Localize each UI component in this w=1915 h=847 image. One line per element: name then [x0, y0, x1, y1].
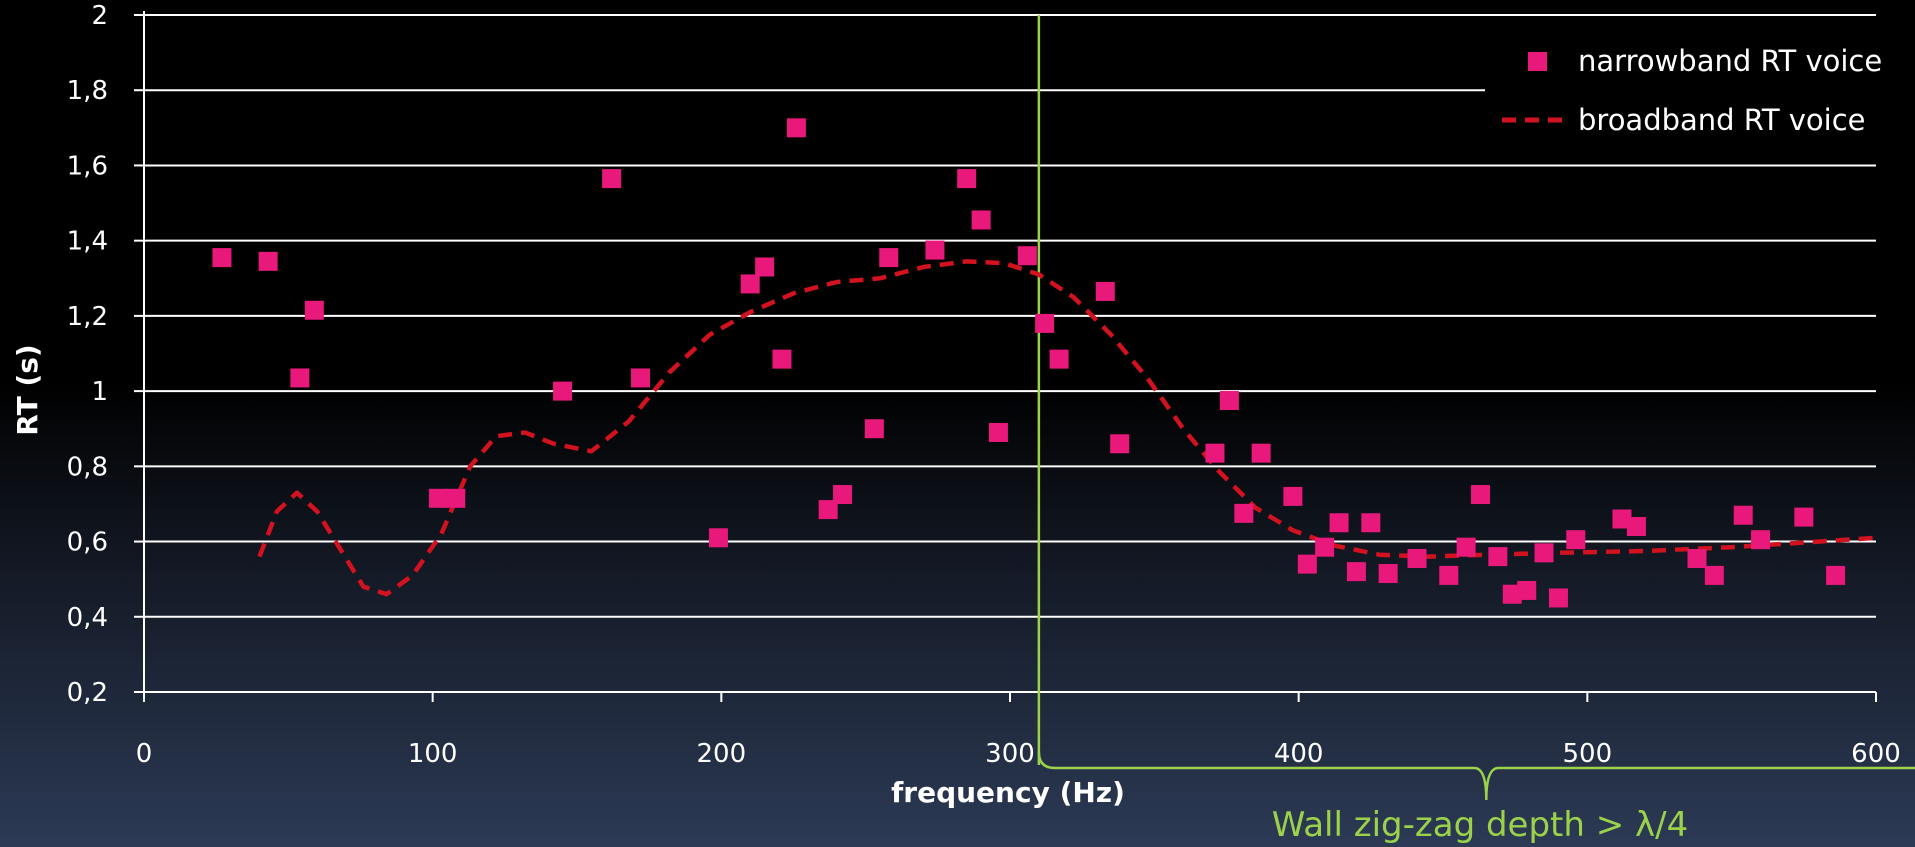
narrowband-point: [1283, 486, 1303, 506]
legend-label-narrowband: narrowband RT voice: [1578, 44, 1882, 78]
narrowband-point: [971, 210, 991, 230]
narrowband-point: [786, 118, 806, 138]
y-tick-label: 0,8: [67, 452, 108, 482]
narrowband-point: [833, 485, 853, 505]
narrowband-point: [1315, 537, 1335, 557]
narrowband-point: [708, 528, 728, 548]
narrowband-point: [1517, 580, 1537, 600]
narrowband-point: [553, 381, 573, 401]
narrowband-point: [1035, 313, 1055, 333]
narrowband-point: [1826, 565, 1846, 585]
narrowband-point: [988, 422, 1008, 442]
narrowband-point: [1439, 565, 1459, 585]
narrowband-point: [602, 169, 622, 189]
narrowband-point: [258, 251, 278, 271]
narrowband-point: [1234, 503, 1254, 523]
narrowband-point: [1346, 562, 1366, 582]
narrowband-point: [1502, 584, 1522, 604]
x-tick-label: 0: [136, 739, 153, 769]
x-tick-label: 200: [697, 739, 747, 769]
narrowband-point: [1219, 391, 1239, 411]
narrowband-point: [212, 248, 232, 268]
y-tick-label: 1,6: [67, 151, 108, 181]
narrowband-point: [1733, 505, 1753, 525]
narrowband-point: [1456, 537, 1476, 557]
narrowband-point: [631, 368, 651, 388]
narrowband-point: [1626, 517, 1646, 537]
annotation-brace: [1037, 751, 1915, 801]
narrowband-point: [290, 368, 310, 388]
narrowband-point: [1687, 548, 1707, 568]
narrowband-point: [864, 419, 884, 439]
x-tick-labels: 0 100 200 300 400 500 600: [136, 739, 1901, 769]
narrowband-point: [925, 240, 945, 260]
narrowband-series: [212, 118, 1846, 608]
narrowband-point: [1566, 530, 1586, 550]
y-tick-label: 0,4: [67, 603, 108, 633]
narrowband-point: [740, 274, 760, 294]
narrowband-point: [304, 300, 324, 320]
x-tick-label: 300: [985, 739, 1035, 769]
narrowband-point: [1534, 543, 1554, 563]
y-tick-label: 1,2: [67, 302, 108, 332]
narrowband-point: [1407, 548, 1427, 568]
narrowband-point: [1297, 554, 1317, 574]
narrowband-point: [957, 169, 977, 189]
x-tick-label: 600: [1851, 739, 1901, 769]
x-tick-label: 400: [1274, 739, 1324, 769]
gridlines: [144, 14, 1876, 618]
x-tick-label: 100: [408, 739, 458, 769]
broadband-line: [257, 259, 1877, 597]
narrowband-point: [1017, 246, 1037, 266]
narrowband-point: [755, 257, 775, 277]
legend: narrowband RT voice broadband RT voice: [1502, 44, 1882, 137]
narrowband-point: [1361, 513, 1381, 533]
axes: [134, 11, 1877, 702]
legend-label-broadband: broadband RT voice: [1578, 103, 1866, 137]
narrowband-point: [1205, 443, 1225, 463]
y-tick-label: 0,2: [67, 678, 108, 708]
narrowband-point: [1704, 565, 1724, 585]
narrowband-point: [428, 488, 448, 508]
narrowband-point: [1488, 547, 1508, 567]
y-tick-label: 1,4: [67, 227, 108, 257]
narrowband-point: [1110, 434, 1130, 454]
narrowband-point: [1612, 509, 1632, 529]
y-axis-title: RT (s): [11, 344, 44, 435]
y-tick-labels: 0,2 0,4 0,6 0,8 1 1,2 1,4 1,6 1,8 2: [67, 1, 108, 708]
narrowband-point: [1471, 485, 1491, 505]
y-tick-label: 2: [91, 1, 108, 31]
narrowband-point: [1095, 281, 1115, 301]
annotation-note: Wall zig-zag depth > λ/4: [1272, 805, 1688, 845]
narrowband-point: [1251, 443, 1271, 463]
narrowband-point: [879, 248, 899, 268]
broadband-series: [257, 259, 1877, 597]
narrowband-point: [1049, 349, 1069, 369]
narrowband-point: [1378, 564, 1398, 584]
x-axis-title: frequency (Hz): [891, 776, 1125, 809]
y-tick-label: 1,8: [67, 76, 108, 106]
narrowband-point: [446, 488, 466, 508]
narrowband-point: [1329, 513, 1349, 533]
narrowband-point: [1751, 530, 1771, 550]
legend-marker-narrowband: [1528, 52, 1547, 71]
y-tick-label: 0,6: [67, 528, 108, 558]
x-tick-label: 500: [1563, 739, 1613, 769]
narrowband-point: [1794, 507, 1814, 527]
y-tick-label: 1: [91, 377, 108, 407]
narrowband-point: [818, 500, 838, 520]
narrowband-point: [1548, 588, 1568, 608]
narrowband-point: [772, 349, 792, 369]
